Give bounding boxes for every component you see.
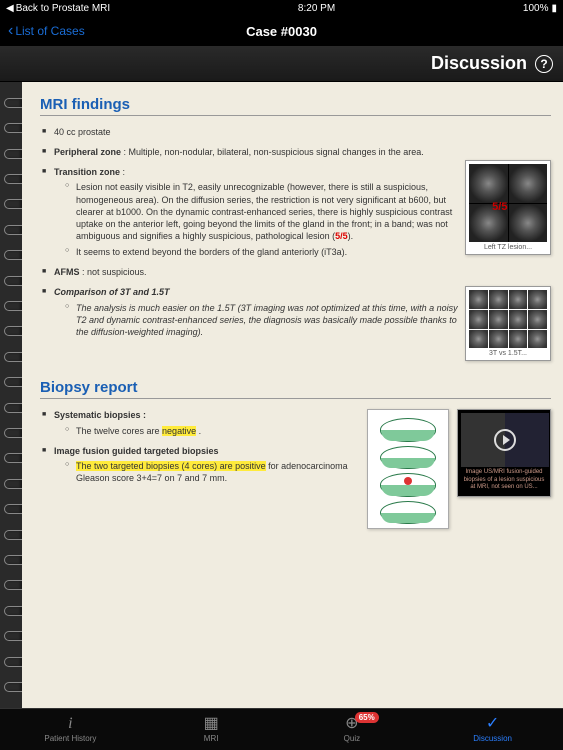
thumb-diagram[interactable] (367, 409, 449, 529)
tab-label: Quiz (344, 734, 360, 743)
tz-detail-1: Lesion not easily visible in T2, easily … (76, 181, 551, 242)
page-content[interactable]: MRI findings 5/5 Left TZ lesion... 40 cc… (22, 82, 563, 708)
battery-icon: ▮ (551, 3, 557, 14)
status-time: 8:20 PM (110, 3, 523, 14)
status-battery-text: 100% (523, 3, 549, 14)
check-icon: ✓ (486, 716, 499, 732)
finding-peripheral-zone: Peripheral zone : Multiple, non-nodular,… (54, 146, 551, 158)
spiral-binding (0, 82, 22, 708)
targeted-detail: The two targeted biopsies (4 cores) are … (76, 460, 359, 484)
quiz-badge: 65% (355, 712, 379, 723)
back-chevron-icon[interactable]: ◀ (6, 3, 14, 14)
biopsy-targeted: Image fusion guided targeted biopsies Th… (54, 445, 359, 484)
status-back-app[interactable]: Back to Prostate MRI (16, 3, 110, 14)
finding-prostate-size: 40 cc prostate (54, 126, 551, 138)
play-icon (494, 429, 516, 451)
tab-bar: i Patient History ▦ MRI 65% ⊕ Quiz ✓ Dis… (0, 708, 563, 750)
finding-afms: AFMS : not suspicious. (54, 266, 551, 278)
section-header: Discussion ? (0, 46, 563, 82)
tab-patient-history[interactable]: i Patient History (0, 709, 141, 750)
nav-back-label: List of Cases (15, 24, 84, 38)
tab-label: Discussion (473, 734, 512, 743)
comparison-detail: The analysis is much easier on the 1.5T … (76, 302, 551, 338)
tab-mri[interactable]: ▦ MRI (141, 709, 282, 750)
finding-comparison: Comparison of 3T and 1.5T The analysis i… (54, 286, 551, 338)
tab-discussion[interactable]: ✓ Discussion (422, 709, 563, 750)
grid-icon: ▦ (204, 716, 219, 732)
video-caption: Image US/MRI fusion-guided biopsies of a… (461, 467, 547, 493)
tab-label: Patient History (44, 734, 96, 743)
info-icon: i (68, 716, 72, 732)
mri-findings-heading: MRI findings (40, 96, 551, 116)
nav-bar: ‹ List of Cases Case #0030 (0, 16, 563, 46)
content-area: MRI findings 5/5 Left TZ lesion... 40 cc… (0, 82, 563, 708)
finding-transition-zone: Transition zone : Lesion not easily visi… (54, 166, 551, 258)
biopsy-heading: Biopsy report (40, 379, 551, 399)
tab-label: MRI (204, 734, 219, 743)
systematic-detail: The twelve cores are negative . (76, 425, 359, 437)
tab-quiz[interactable]: 65% ⊕ Quiz (282, 709, 423, 750)
status-bar: ◀ Back to Prostate MRI 8:20 PM 100% ▮ (0, 0, 563, 16)
tz-detail-2: It seems to extend beyond the borders of… (76, 246, 551, 258)
section-title: Discussion (431, 53, 527, 74)
video-thumbnail-image (461, 413, 549, 467)
biopsy-systematic: Systematic biopsies : The twelve cores a… (54, 409, 359, 436)
thumb-video[interactable]: Image US/MRI fusion-guided biopsies of a… (457, 409, 551, 497)
chevron-left-icon: ‹ (8, 22, 13, 40)
thumb-comparison-caption: 3T vs 1.5T... (469, 348, 547, 357)
diagram-image (372, 414, 444, 524)
nav-title: Case #0030 (246, 24, 317, 39)
help-icon[interactable]: ? (535, 55, 553, 73)
nav-back-button[interactable]: ‹ List of Cases (8, 22, 85, 40)
